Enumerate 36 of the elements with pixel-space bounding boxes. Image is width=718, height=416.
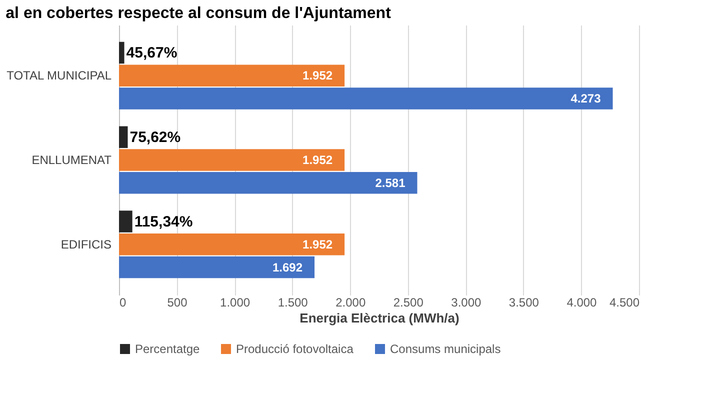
x-tick-label: 2.000 [336, 296, 366, 310]
bar [119, 210, 132, 232]
data-label: 1.952 [302, 68, 333, 83]
x-tick-label: 500 [167, 296, 188, 310]
y-tick-label: ENLLUMENAT [32, 153, 112, 167]
data-label: 2.581 [375, 176, 406, 190]
x-tick-label: 4.500 [609, 296, 640, 310]
bar [119, 149, 345, 171]
legend-label: Consums municipals [390, 342, 501, 356]
chart-title: al en cobertes respecte al consum de l'Ajuntament [6, 5, 392, 22]
bar [119, 126, 128, 148]
bar [119, 88, 613, 110]
bar [119, 64, 345, 86]
data-label: 75,62% [130, 129, 181, 146]
legend-label: Percentatge [135, 342, 200, 356]
x-tick-label: 0 [120, 296, 126, 310]
x-tick-label: 3.000 [451, 296, 482, 310]
data-label: 1.952 [302, 237, 333, 252]
y-tick-label: TOTAL MUNICIPAL [6, 68, 112, 83]
data-label: 115,34% [134, 213, 193, 230]
data-label: 45,67% [126, 44, 178, 62]
x-tick-label: 3.500 [508, 296, 540, 310]
x-tick-label: 2.500 [393, 296, 424, 310]
y-tick-label: EDIFICIS [60, 237, 112, 252]
bar [119, 42, 124, 64]
bar [119, 172, 418, 194]
x-tick-label: 1.500 [278, 296, 308, 310]
bar [119, 256, 315, 278]
data-label: 1.952 [302, 153, 333, 167]
data-label: 4.273 [570, 92, 602, 106]
data-label: 1.692 [272, 260, 303, 274]
x-tick-label: 1.000 [220, 296, 250, 310]
legend-label: Producció fotovoltaica [236, 342, 354, 356]
bar [119, 234, 345, 256]
x-tick-label: 4.000 [566, 296, 598, 310]
x-axis-title: Energia Elèctrica (MWh/a) [300, 310, 460, 326]
